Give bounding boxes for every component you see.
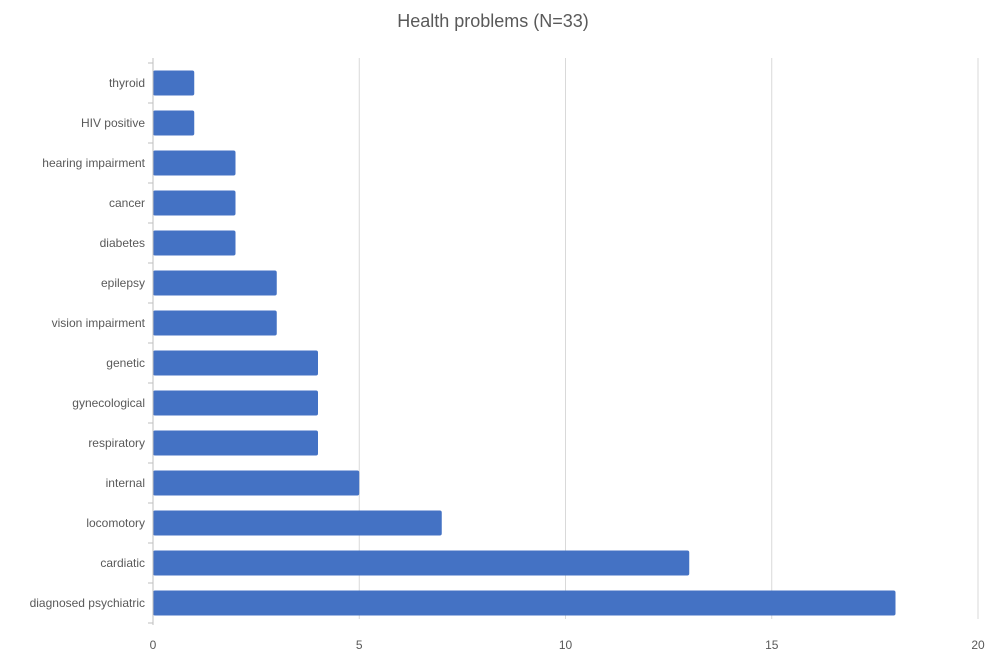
x-tick-label: 0 xyxy=(150,638,157,652)
x-tick-labels: 0 5 10 15 20 xyxy=(150,638,985,652)
bar xyxy=(153,270,277,296)
category-label: thyroid xyxy=(109,76,145,90)
bar xyxy=(153,230,236,256)
category-label: genetic xyxy=(106,356,145,370)
x-tick-label: 10 xyxy=(559,638,573,652)
bar xyxy=(153,110,195,136)
category-label: diagnosed psychiatric xyxy=(30,596,145,610)
x-tick-label: 5 xyxy=(356,638,363,652)
bar xyxy=(153,510,442,536)
axes xyxy=(148,58,154,625)
chart-title: Health problems (N=33) xyxy=(397,11,589,31)
bar xyxy=(153,430,318,456)
bar xyxy=(153,550,690,576)
category-label: locomotory xyxy=(86,516,145,530)
x-tick-label: 15 xyxy=(765,638,779,652)
gridlines xyxy=(358,58,979,619)
x-tick-label: 20 xyxy=(971,638,985,652)
bar xyxy=(153,150,236,176)
bar xyxy=(153,590,896,616)
category-label: vision impairment xyxy=(52,316,146,330)
category-label: hearing impairment xyxy=(42,156,145,170)
bar xyxy=(153,350,318,376)
category-labels: thyroid HIV positive hearing impairment can… xyxy=(30,76,146,610)
bar xyxy=(153,470,360,496)
category-label: respiratory xyxy=(88,436,145,450)
category-label: cancer xyxy=(109,196,145,210)
category-label: cardiatic xyxy=(100,556,145,570)
bar xyxy=(153,390,318,416)
category-label: internal xyxy=(106,476,145,490)
category-label: HIV positive xyxy=(81,116,145,130)
category-label: gynecological xyxy=(72,396,145,410)
bar xyxy=(153,190,236,216)
category-label: diabetes xyxy=(100,236,145,250)
bar xyxy=(153,310,277,336)
bar xyxy=(153,70,195,96)
bars xyxy=(153,70,896,616)
category-label: epilepsy xyxy=(101,276,145,290)
